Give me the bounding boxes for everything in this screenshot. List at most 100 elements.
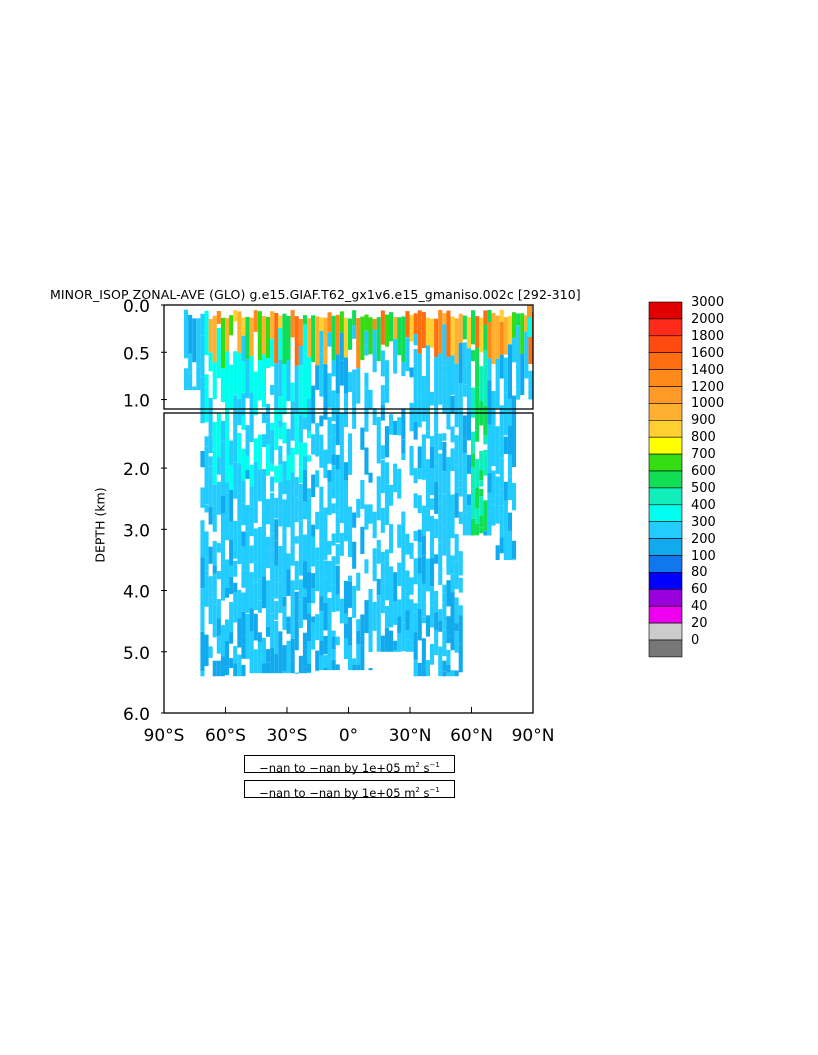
- heat-cell: [204, 558, 209, 571]
- heat-cell: [450, 494, 455, 513]
- heat-cell: [434, 630, 439, 656]
- heat-cell: [270, 492, 275, 513]
- heat-cell: [204, 310, 209, 356]
- heat-cell: [487, 513, 492, 536]
- heat-cell: [405, 639, 410, 652]
- heat-cell: [372, 408, 377, 425]
- heat-cell: [278, 359, 283, 397]
- heat-cell: [294, 316, 299, 366]
- heat-cell: [425, 493, 430, 509]
- heat-cell: [212, 362, 217, 400]
- heat-cell: [442, 592, 447, 603]
- heat-cell: [442, 324, 447, 366]
- heat-cell: [389, 573, 394, 594]
- heat-cell: [495, 476, 500, 496]
- heat-cell: [266, 444, 271, 476]
- heat-cell: [307, 613, 312, 642]
- heat-cell: [192, 386, 197, 391]
- heat-cell: [266, 649, 271, 663]
- heat-cell: [253, 371, 258, 392]
- heat-cell: [430, 446, 435, 469]
- heat-cell: [331, 637, 336, 650]
- heat-cell: [401, 439, 406, 454]
- heat-cell: [360, 427, 365, 450]
- heat-cell: [261, 316, 266, 355]
- heat-cell: [241, 317, 246, 336]
- heat-cell: [233, 582, 238, 593]
- heat-cell: [417, 542, 422, 558]
- heat-cell: [450, 395, 455, 414]
- heat-cell: [204, 587, 209, 607]
- heat-cell: [458, 511, 463, 525]
- heat-cell: [434, 382, 439, 419]
- heat-cell: [237, 311, 242, 353]
- heat-cell: [356, 572, 361, 591]
- heat-cell: [229, 364, 234, 409]
- heat-cell: [368, 589, 373, 620]
- heat-cell: [348, 318, 353, 350]
- heat-cell: [491, 482, 496, 499]
- heat-cell: [307, 488, 312, 499]
- colorbar-swatch: [648, 504, 683, 522]
- heat-cell: [417, 602, 422, 609]
- heat-cell: [319, 353, 324, 397]
- heat-cell: [503, 421, 508, 436]
- heat-cell: [442, 441, 447, 472]
- heat-cell: [405, 630, 410, 640]
- heat-cell: [261, 469, 266, 494]
- heat-cell: [216, 636, 221, 654]
- heat-cell: [483, 531, 488, 536]
- heat-cell: [380, 643, 385, 652]
- heat-cell: [282, 645, 287, 672]
- y-tick-label: 6.0: [123, 705, 150, 725]
- heat-cell: [491, 312, 496, 365]
- colorbar-swatch: [648, 352, 683, 370]
- colorbar-label: 100: [691, 548, 716, 564]
- heat-cell: [315, 650, 320, 671]
- heat-cell: [339, 311, 344, 333]
- heat-cell: [389, 630, 394, 637]
- heat-cell: [507, 344, 512, 373]
- heat-cell: [462, 342, 467, 385]
- heat-cell: [438, 482, 443, 494]
- heat-cell: [245, 505, 250, 532]
- heat-cell: [307, 455, 312, 462]
- heat-cell: [352, 406, 357, 429]
- heat-cell: [380, 445, 385, 460]
- colorbar-label: 1600: [691, 345, 725, 361]
- heat-cell: [253, 528, 258, 562]
- heat-cell: [335, 565, 340, 595]
- heat-cell: [331, 556, 336, 585]
- heat-cell: [356, 619, 361, 631]
- heat-cell: [315, 560, 320, 592]
- heat-cell: [249, 317, 254, 357]
- heat-cell: [253, 561, 258, 583]
- heat-cell: [454, 623, 459, 632]
- heat-cell: [364, 330, 369, 346]
- heat-cell: [307, 520, 312, 541]
- heat-cell: [241, 393, 246, 416]
- heat-cell: [315, 614, 320, 641]
- heat-cell: [270, 564, 275, 597]
- heat-cell: [282, 499, 287, 507]
- heat-cell: [376, 548, 381, 564]
- heat-cell: [225, 318, 230, 352]
- heat-cell: [434, 318, 439, 358]
- heat-cell: [204, 374, 209, 388]
- heat-cell: [266, 416, 271, 424]
- heat-cell: [442, 660, 447, 672]
- heat-cell: [253, 490, 258, 523]
- heat-cell: [323, 449, 328, 479]
- heat-cell: [438, 530, 443, 543]
- heat-cell: [507, 454, 512, 476]
- colorbar-swatch: [648, 521, 683, 539]
- heat-cell: [200, 313, 205, 336]
- heat-cell: [475, 459, 480, 475]
- heat-cell: [261, 392, 266, 408]
- heat-cell: [319, 317, 324, 331]
- heat-cell: [450, 370, 455, 395]
- heat-cell: [245, 455, 250, 470]
- heat-cell: [208, 433, 213, 453]
- heat-cell: [302, 417, 307, 430]
- heat-cell: [507, 512, 512, 531]
